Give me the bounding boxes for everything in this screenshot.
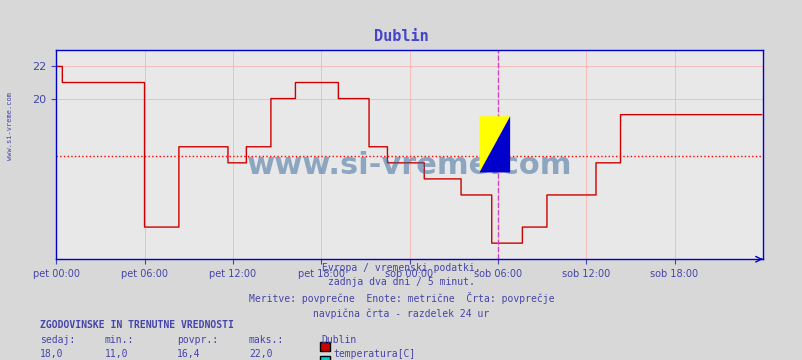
Text: www.si-vreme.com: www.si-vreme.com — [246, 151, 572, 180]
Text: Dublin: Dublin — [321, 335, 356, 345]
Text: sedaj:: sedaj: — [40, 335, 75, 345]
Text: 16,4: 16,4 — [176, 349, 200, 359]
Text: min.:: min.: — [104, 335, 134, 345]
Text: povpr.:: povpr.: — [176, 335, 217, 345]
Polygon shape — [479, 116, 509, 172]
Text: 22,0: 22,0 — [249, 349, 272, 359]
Text: maks.:: maks.: — [249, 335, 284, 345]
Text: 18,0: 18,0 — [40, 349, 63, 359]
Text: ZGODOVINSKE IN TRENUTNE VREDNOSTI: ZGODOVINSKE IN TRENUTNE VREDNOSTI — [40, 320, 233, 330]
Text: 11,0: 11,0 — [104, 349, 128, 359]
Text: www.si-vreme.com: www.si-vreme.com — [6, 92, 13, 160]
Text: Evropa / vremenski podatki.
zadnja dva dni / 5 minut.
Meritve: povprečne  Enote:: Evropa / vremenski podatki. zadnja dva d… — [249, 263, 553, 319]
Text: temperatura[C]: temperatura[C] — [333, 349, 415, 359]
Text: Dublin: Dublin — [374, 29, 428, 44]
Polygon shape — [479, 116, 509, 172]
